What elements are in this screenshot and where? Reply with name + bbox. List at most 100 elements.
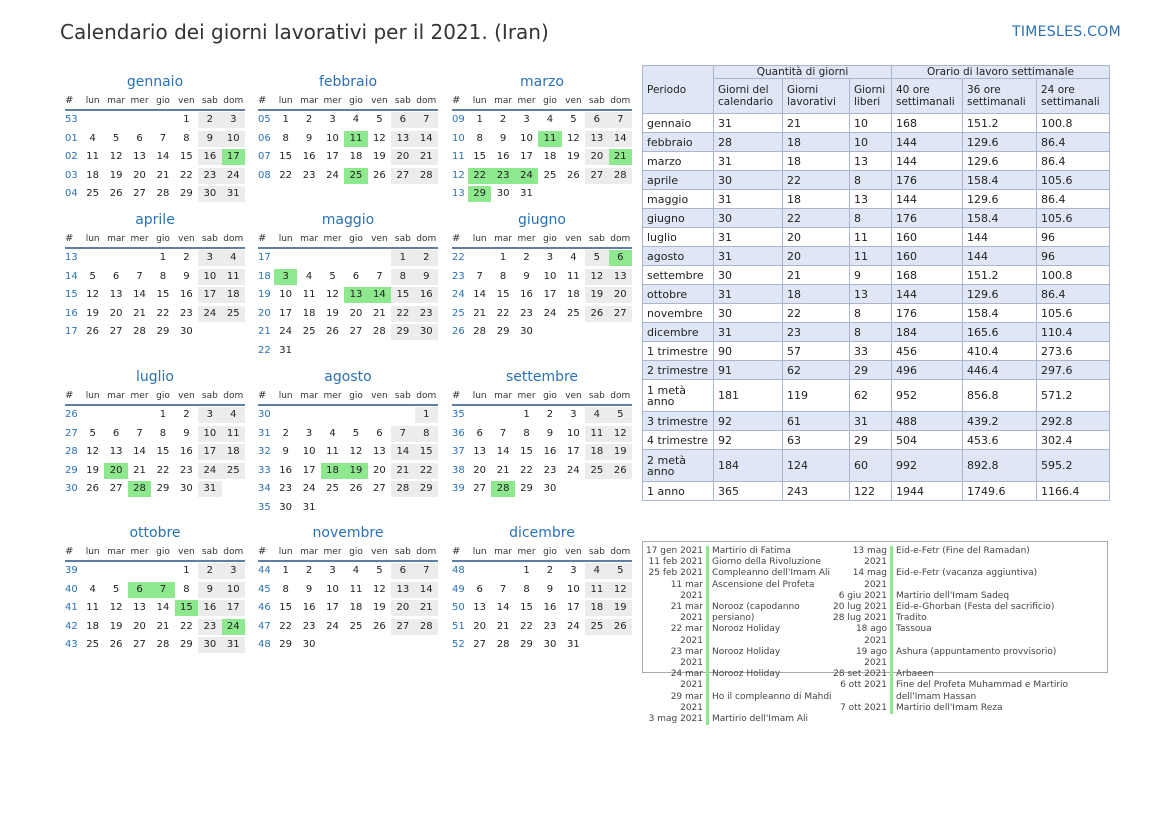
calendar-day[interactable]: 18 (543, 151, 557, 163)
calendar-day[interactable]: 16 (414, 287, 439, 304)
calendar-day[interactable]: 10 (198, 425, 222, 442)
calendar-day[interactable]: 15 (520, 446, 533, 458)
calendar-day[interactable]: 23 (279, 483, 293, 495)
calendar-day[interactable]: 16 (180, 289, 193, 301)
calendar-day[interactable]: 3 (221, 563, 246, 580)
calendar-day[interactable]: 30 (414, 324, 439, 341)
calendar-day[interactable]: 26 (585, 305, 609, 322)
calendar-day[interactable]: 28 (391, 481, 415, 498)
calendar-day[interactable]: 22 (180, 620, 193, 632)
calendar-day[interactable]: 25 (221, 305, 246, 322)
calendar-day[interactable]: 18 (86, 169, 100, 181)
calendar-day[interactable]: 20 (585, 149, 609, 166)
calendar-day[interactable]: 5 (112, 132, 120, 144)
calendar-day[interactable]: 23 (198, 618, 222, 635)
calendar-day[interactable]: 13 (473, 602, 487, 614)
calendar-day[interactable]: 17 (221, 600, 246, 617)
calendar-day[interactable]: 23 (180, 464, 193, 476)
calendar-day[interactable]: 3 (198, 407, 222, 424)
calendar-day[interactable]: 22 (520, 464, 533, 476)
calendar-day[interactable]: 14 (496, 602, 510, 614)
calendar-day[interactable]: 2 (305, 114, 313, 126)
calendar-day[interactable]: 7 (499, 427, 507, 439)
calendar-day[interactable]: 14 (414, 130, 439, 147)
calendar-day[interactable]: 12 (109, 602, 123, 614)
calendar-day[interactable]: 4 (221, 250, 246, 267)
calendar-day[interactable]: 23 (414, 305, 439, 322)
holiday-day[interactable]: 24 (221, 618, 246, 635)
calendar-day[interactable]: 22 (156, 307, 170, 319)
calendar-day[interactable]: 5 (608, 563, 633, 580)
calendar-day[interactable]: 6 (352, 270, 360, 282)
calendar-day[interactable]: 12 (608, 425, 633, 442)
calendar-day[interactable]: 16 (279, 464, 293, 476)
calendar-day[interactable]: 11 (585, 425, 609, 442)
calendar-day[interactable]: 3 (329, 114, 336, 126)
holiday-day[interactable]: 11 (538, 130, 562, 147)
calendar-day[interactable]: 17 (520, 151, 533, 163)
calendar-day[interactable]: 8 (523, 427, 530, 439)
holiday-day[interactable]: 15 (174, 600, 199, 617)
calendar-day[interactable]: 6 (376, 427, 383, 439)
calendar-day[interactable]: 26 (349, 483, 363, 495)
calendar-day[interactable]: 21 (473, 307, 487, 319)
calendar-day[interactable]: 13 (473, 446, 487, 458)
calendar-day[interactable]: 9 (183, 427, 190, 439)
calendar-day[interactable]: 23 (180, 307, 193, 319)
calendar-day[interactable]: 14 (414, 581, 439, 598)
calendar-day[interactable]: 3 (305, 427, 313, 439)
holiday-day[interactable]: 25 (344, 167, 368, 184)
calendar-day[interactable]: 20 (608, 287, 633, 304)
calendar-day[interactable]: 9 (499, 132, 507, 144)
calendar-day[interactable]: 20 (349, 307, 363, 319)
calendar-day[interactable]: 16 (543, 602, 557, 614)
calendar-day[interactable]: 24 (326, 620, 339, 632)
calendar-day[interactable]: 3 (329, 565, 336, 577)
calendar-day[interactable]: 15 (391, 287, 415, 304)
calendar-day[interactable]: 25 (349, 620, 363, 632)
calendar-day[interactable]: 10 (302, 446, 316, 458)
calendar-day[interactable]: 9 (282, 446, 289, 458)
calendar-day[interactable]: 7 (376, 270, 383, 282)
calendar-day[interactable]: 24 (198, 462, 222, 479)
calendar-day[interactable]: 18 (567, 289, 580, 301)
calendar-day[interactable]: 5 (608, 407, 633, 424)
calendar-day[interactable]: 5 (376, 114, 383, 126)
holiday-day[interactable]: 3 (273, 268, 298, 285)
calendar-day[interactable]: 20 (391, 149, 415, 166)
calendar-day[interactable]: 11 (221, 425, 246, 442)
calendar-day[interactable]: 21 (496, 464, 510, 476)
calendar-day[interactable]: 9 (414, 268, 439, 285)
calendar-day[interactable]: 23 (302, 169, 316, 181)
calendar-day[interactable]: 16 (302, 151, 316, 163)
calendar-day[interactable]: 26 (326, 326, 339, 338)
calendar-day[interactable]: 30 (543, 483, 557, 495)
calendar-day[interactable]: 24 (279, 326, 293, 338)
calendar-day[interactable]: 6 (391, 112, 415, 129)
calendar-day[interactable]: 11 (86, 602, 100, 614)
calendar-day[interactable]: 27 (109, 483, 123, 495)
calendar-day[interactable]: 25 (326, 483, 339, 495)
calendar-day[interactable]: 11 (567, 270, 580, 282)
calendar-day[interactable]: 7 (414, 563, 439, 580)
calendar-day[interactable]: 1 (183, 565, 190, 577)
calendar-day[interactable]: 28 (473, 326, 487, 338)
calendar-day[interactable]: 17 (567, 602, 580, 614)
calendar-day[interactable]: 10 (198, 268, 222, 285)
calendar-day[interactable]: 27 (391, 167, 415, 184)
calendar-day[interactable]: 28 (373, 326, 386, 338)
calendar-day[interactable]: 25 (543, 169, 557, 181)
calendar-day[interactable]: 21 (133, 464, 146, 476)
calendar-day[interactable]: 24 (326, 169, 339, 181)
calendar-day[interactable]: 3 (523, 114, 530, 126)
holiday-day[interactable]: 13 (344, 287, 368, 304)
calendar-day[interactable]: 3 (198, 250, 222, 267)
calendar-day[interactable]: 25 (86, 188, 100, 200)
holiday-day[interactable]: 18 (320, 462, 345, 479)
calendar-day[interactable]: 2 (183, 252, 190, 264)
calendar-day[interactable]: 27 (133, 188, 146, 200)
calendar-day[interactable]: 21 (391, 462, 415, 479)
calendar-day[interactable]: 1 (523, 409, 530, 421)
calendar-day[interactable]: 2 (198, 112, 222, 129)
calendar-day[interactable]: 19 (608, 600, 633, 617)
